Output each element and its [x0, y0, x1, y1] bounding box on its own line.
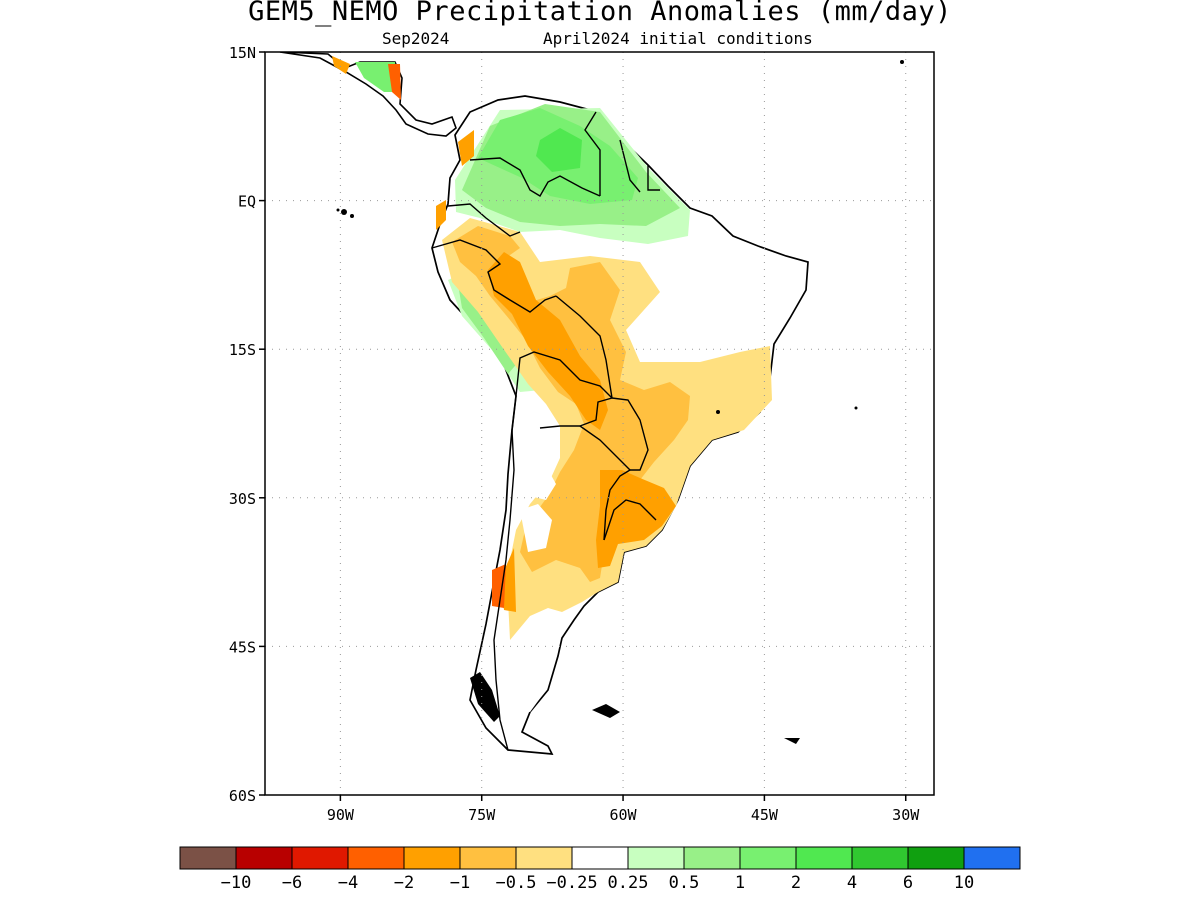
- colorbar-swatch-11: [795, 846, 853, 870]
- initial-conditions: April2024 initial conditions: [543, 29, 813, 48]
- map-plot-area: [279, 52, 904, 755]
- colorbar-label-8: 0.5: [669, 873, 700, 893]
- lat-label-0: 15N: [229, 44, 256, 62]
- lat-label-2: 15S: [229, 341, 256, 359]
- south-america-anomalies: [436, 104, 772, 712]
- colorbar-swatch-3: [347, 846, 405, 870]
- islands: [336, 60, 904, 744]
- colorbar-label-0: −10: [221, 873, 252, 893]
- colorbar-label-3: −2: [394, 873, 414, 893]
- colorbar-swatch-7: [571, 846, 629, 870]
- colorbar-label-12: 6: [903, 873, 913, 893]
- colorbar-swatch-2: [291, 846, 349, 870]
- colorbar-label-1: −6: [282, 873, 302, 893]
- colorbar-label-13: 10: [954, 873, 974, 893]
- colorbar-swatch-1: [235, 846, 293, 870]
- colorbar-labels: −10 −6 −4 −2 −1 −0.5 −0.25 0.25 0.5 1 2 4 6 10: [221, 873, 975, 893]
- map-title: GEM5_NEMO Precipitation Anomalies (mm/da…: [248, 0, 952, 27]
- colorbar-swatch-10: [739, 846, 797, 870]
- lat-label-3: 30S: [229, 490, 256, 508]
- colorbar-swatch-0: [179, 846, 237, 870]
- colorbar-swatch-14: [963, 846, 1021, 870]
- axis-ticks: [259, 51, 907, 801]
- map-frame: [264, 51, 935, 796]
- colorbar-swatch-9: [683, 846, 741, 870]
- grid-lines: [265, 52, 934, 795]
- lat-label-5: 60S: [229, 787, 256, 805]
- lat-label-4: 45S: [229, 638, 256, 656]
- lon-label-1: 75W: [468, 806, 496, 824]
- country-borders: [431, 111, 660, 751]
- colorbar-swatch-12: [851, 846, 909, 870]
- lon-label-2: 60W: [610, 806, 638, 824]
- lon-label-3: 45W: [751, 806, 779, 824]
- latitude-labels: 15N EQ 15S 30S 45S 60S: [229, 44, 256, 805]
- colorbar-label-10: 2: [791, 873, 801, 893]
- colorbar-label-9: 1: [735, 873, 745, 893]
- central-america-anomalies: [332, 56, 401, 100]
- colorbar-label-6: −0.25: [546, 873, 597, 893]
- colorbar-label-2: −4: [338, 873, 358, 893]
- colorbar-swatch-13: [907, 846, 965, 870]
- lon-label-4: 30W: [892, 806, 920, 824]
- colorbar-swatch-6: [515, 846, 573, 870]
- colorbar-swatch-4: [403, 846, 461, 870]
- lon-label-0: 90W: [327, 806, 355, 824]
- colorbar-swatch-8: [627, 846, 685, 870]
- colorbar: [179, 846, 1021, 870]
- colorbar-label-5: −0.5: [496, 873, 537, 893]
- forecast-month: Sep2024: [382, 29, 450, 48]
- colorbar-label-4: −1: [450, 873, 470, 893]
- colorbar-label-7: 0.25: [608, 873, 649, 893]
- colorbar-swatch-5: [459, 846, 517, 870]
- longitude-labels: 90W 75W 60W 45W 30W: [327, 806, 920, 824]
- colorbar-label-11: 4: [847, 873, 857, 893]
- lat-label-1: EQ: [238, 193, 256, 211]
